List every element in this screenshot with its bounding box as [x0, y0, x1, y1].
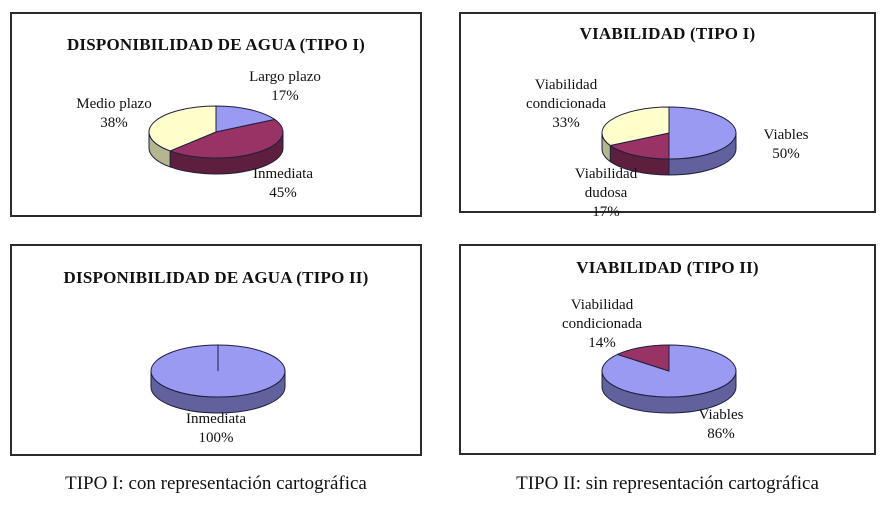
slice-label-text: Viabilidad condicionada: [562, 297, 642, 332]
slice-label-viables-86: Viables 86%: [673, 406, 769, 444]
slice-label-pct: 33%: [552, 115, 580, 131]
chart-title-viabilidad-tipo-ii: VIABILIDAD (TIPO II): [576, 258, 759, 277]
slice-label-text: Inmediata: [186, 411, 246, 427]
pie-chart-disponibilidad-tipo-ii: [150, 344, 286, 414]
caption-tipo-i: TIPO I: con representación cartográfica: [65, 473, 367, 494]
slice-label-text: Viables: [763, 127, 809, 143]
chart-title-disponibilidad-tipo-i: DISPONIBILIDAD DE AGUA (TIPO I): [66, 35, 366, 54]
slice-label-text: Medio plazo: [76, 96, 152, 112]
slice-label-pct: 14%: [588, 335, 616, 351]
slice-label-largo-plazo: Largo plazo 17%: [237, 68, 333, 106]
slice-label-text: Viables: [698, 407, 744, 423]
slice-label-viabilidad-dudosa: Viabilidad dudosa 17%: [558, 165, 654, 222]
slice-label-text: Viabilidad dudosa: [574, 166, 638, 201]
slice-label-viabilidad-condicionada: Viabilidad condicionada 33%: [518, 76, 614, 133]
slice-label-text: Largo plazo: [249, 69, 321, 85]
chart-title-disponibilidad-tipo-ii: DISPONIBILIDAD DE AGUA (TIPO II): [63, 268, 369, 287]
slice-label-pct: 45%: [269, 185, 297, 201]
panel-disponibilidad-tipo-i: DISPONIBILIDAD DE AGUA (TIPO I) Largo pl…: [10, 12, 422, 217]
slice-label-inmediata-100: Inmediata 100%: [168, 410, 264, 448]
slice-label-pct: 38%: [100, 115, 128, 131]
slice-label-pct: 17%: [592, 204, 620, 220]
pie-chart-viabilidad-tipo-ii: [601, 344, 737, 414]
slice-label-pct: 100%: [198, 430, 234, 446]
slice-label-inmediata: Inmediata 45%: [235, 165, 331, 203]
slice-label-viabilidad-condicionada-14: Viabilidad condicionada 14%: [554, 296, 650, 353]
panel-disponibilidad-tipo-ii: DISPONIBILIDAD DE AGUA (TIPO II) Inmedia…: [10, 244, 422, 456]
slice-label-pct: 50%: [772, 146, 800, 162]
slice-label-viables: Viables 50%: [738, 126, 834, 164]
slice-label-pct: 17%: [271, 88, 299, 104]
pie-chart-disponibilidad-tipo-i: [148, 105, 284, 175]
slice-label-text: Viabilidad condicionada: [526, 77, 606, 112]
pie-chart-viabilidad-tipo-i: [601, 106, 737, 176]
panel-viabilidad-tipo-ii: VIABILIDAD (TIPO II) Viabilidad condicio…: [459, 244, 876, 455]
slice-label-text: Inmediata: [253, 166, 313, 182]
panel-viabilidad-tipo-i: VIABILIDAD (TIPO I) Viabilidad condicion…: [459, 12, 876, 220]
slice-label-pct: 86%: [707, 426, 735, 442]
caption-tipo-ii: TIPO II: sin representación cartográfica: [516, 473, 819, 494]
slice-label-medio-plazo: Medio plazo 38%: [66, 95, 162, 133]
chart-title-viabilidad-tipo-i: VIABILIDAD (TIPO I): [579, 24, 756, 43]
